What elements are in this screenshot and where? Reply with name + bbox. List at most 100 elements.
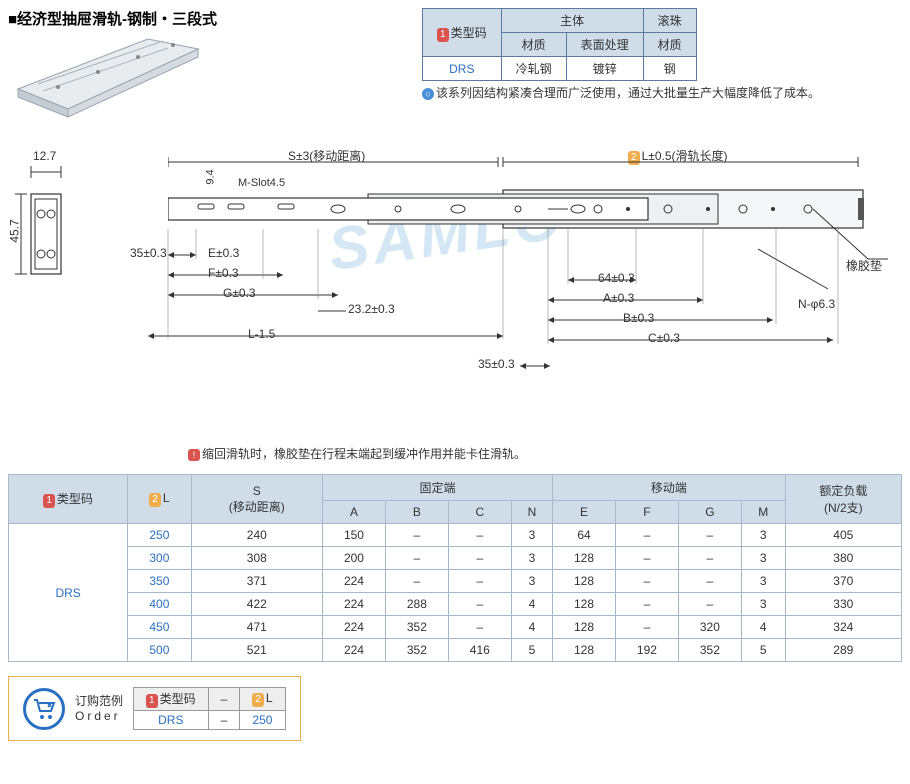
cell-B: – [385,547,448,570]
cell-B: – [385,524,448,547]
spec-type-code: DRS [9,524,128,662]
cell-E: 128 [553,547,616,570]
spec-hdr-load: 额定负载 (N/2支) [785,475,901,524]
cell-G: 320 [678,616,741,639]
cart-icon [23,688,65,730]
table-row: 300308200––3128––3380 [9,547,902,570]
dim-35: 35±0.3 [130,246,167,260]
cell-C: – [448,547,511,570]
cell-S: 422 [191,593,322,616]
cell-A: 200 [323,547,386,570]
cell-A: 224 [323,593,386,616]
cell-load: 289 [785,639,901,662]
cell-F: – [615,616,678,639]
mat-code: DRS [423,57,502,81]
cell-M: 4 [741,616,785,639]
cell-N: 5 [511,639,552,662]
label-rubber: 橡胶垫 [846,257,882,274]
mat-ball-material: 钢 [643,57,696,81]
product-image [8,29,208,119]
cell-N: 3 [511,524,552,547]
spec-hdr-fixed: 固定端 [323,475,553,501]
dim-35b: 35±0.3 [478,357,515,371]
cell-N: 3 [511,570,552,593]
table-row: 50052122435241651281923525289 [9,639,902,662]
dim-n: N-φ6.3 [798,297,835,311]
mat-group-ball: 滚珠 [643,9,696,33]
spec-col-N: N [511,501,552,524]
cell-M: 3 [741,570,785,593]
spec-col-A: A [323,501,386,524]
cell-E: 64 [553,524,616,547]
top-note: ○该系列因结构紧凑合理而广泛使用，通过大批量生产大幅度降低了成本。 [422,85,902,102]
page-title: ■经济型抽屉滑轨-钢制・三段式 [8,8,217,29]
order-label: 订购范例 Order [75,694,123,723]
cell-load: 405 [785,524,901,547]
cell-G: – [678,593,741,616]
cell-F: – [615,570,678,593]
mat-type-label: 类型码 [451,26,487,40]
cell-C: 416 [448,639,511,662]
cell-A: 224 [323,616,386,639]
mat-main-material: 冷轧钢 [501,57,566,81]
cell-C: – [448,616,511,639]
cell-B: – [385,570,448,593]
table-row: 450471224352–4128–3204324 [9,616,902,639]
cell-B: 352 [385,616,448,639]
cell-F: 192 [615,639,678,662]
spec-col-E: E [553,501,616,524]
cell-N: 4 [511,593,552,616]
mat-col-material2: 材质 [643,33,696,57]
cell-L: 350 [128,570,191,593]
cell-M: 3 [741,524,785,547]
order-example: 订购范例 Order 1类型码 – 2L DRS – 250 [8,676,301,741]
cell-L: 450 [128,616,191,639]
spec-hdr-s: S (移动距离) [191,475,322,524]
dim-12-7: 12.7 [33,149,56,163]
cell-load: 324 [785,616,901,639]
cell-F: – [615,547,678,570]
cell-E: 128 [553,593,616,616]
cell-A: 224 [323,639,386,662]
cell-G: – [678,570,741,593]
cell-L: 250 [128,524,191,547]
mat-col-material: 材质 [501,33,566,57]
cell-C: – [448,570,511,593]
cell-L: 300 [128,547,191,570]
dim-23-2: 23.2±0.3 [348,302,395,316]
dim-e: E±0.3 [208,246,239,260]
spec-hdr-type: 类型码 [57,492,93,506]
table-row: DRS250240150––364––3405 [9,524,902,547]
spec-col-B: B [385,501,448,524]
cell-M: 3 [741,593,785,616]
cell-C: – [448,593,511,616]
cell-L: 400 [128,593,191,616]
dim-mslot: M-Slot4.5 [238,177,285,189]
cell-L: 500 [128,639,191,662]
cell-M: 3 [741,547,785,570]
cell-E: 128 [553,639,616,662]
mat-col-surface: 表面处理 [566,33,643,57]
cell-A: 150 [323,524,386,547]
cell-S: 521 [191,639,322,662]
mat-main-surface: 镀锌 [566,57,643,81]
cell-B: 352 [385,639,448,662]
cell-S: 308 [191,547,322,570]
cell-S: 371 [191,570,322,593]
spec-col-M: M [741,501,785,524]
dim-9-4: 9.4 [205,169,217,184]
spec-table: 1类型码 2L S (移动距离) 固定端 移动端 额定负载 (N/2支) ABC… [8,474,902,662]
spec-hdr-moving: 移动端 [553,475,786,501]
technical-diagram: SAMLO 12.7 45.7 S±3(移动距离) 2L±0.5(滑轨长度) [8,129,888,439]
cell-load: 370 [785,570,901,593]
diagram-note: !缩回滑轨时，橡胶垫在行程末端起到缓冲作用并能卡住滑轨。 [188,445,902,462]
table-row: 350371224––3128––3370 [9,570,902,593]
cell-S: 471 [191,616,322,639]
spec-col-F: F [615,501,678,524]
cell-G: 352 [678,639,741,662]
cell-F: – [615,593,678,616]
dim-45-7: 45.7 [8,219,22,242]
cell-A: 224 [323,570,386,593]
cell-C: – [448,524,511,547]
cell-N: 3 [511,547,552,570]
